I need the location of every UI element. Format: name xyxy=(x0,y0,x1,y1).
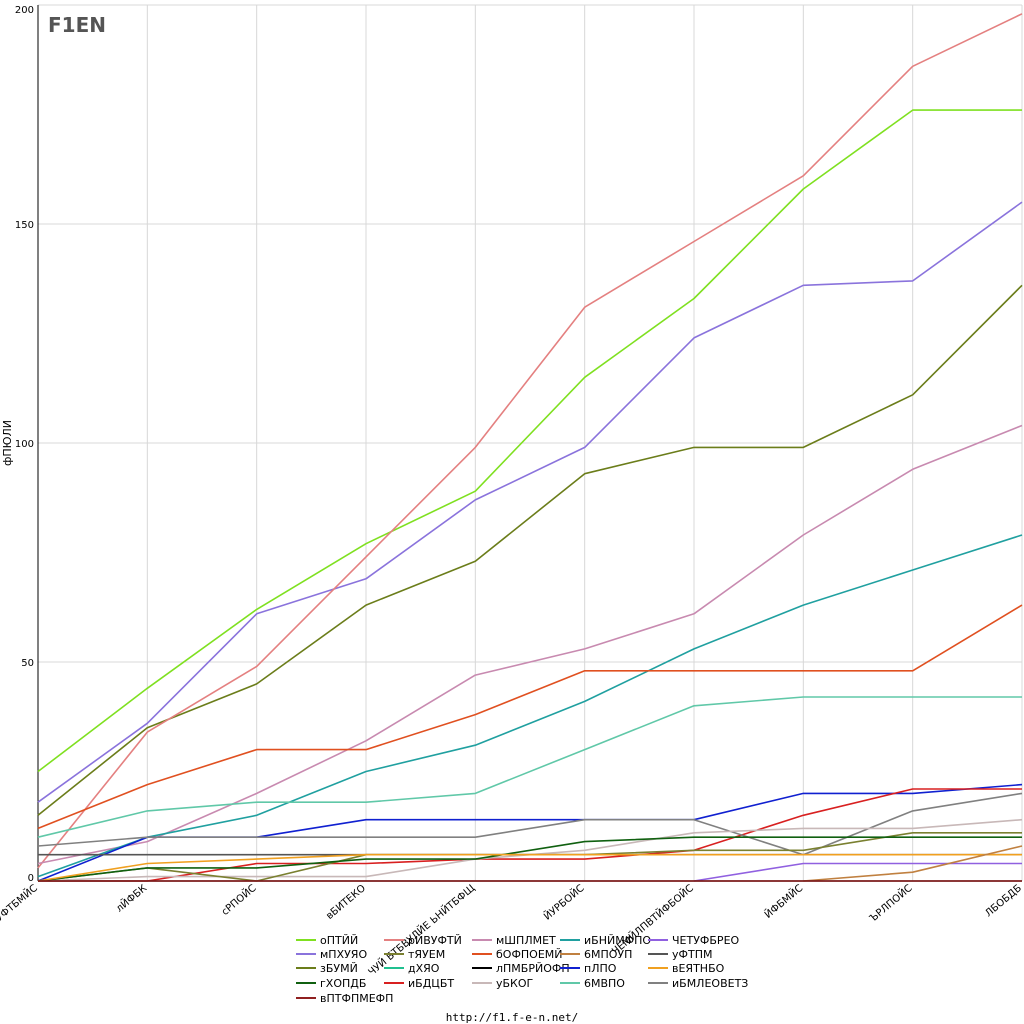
series-line xyxy=(37,696,1022,838)
legend-label: 6МПОУП xyxy=(584,948,632,961)
legend-label: ЧЕТУФБРЕО xyxy=(672,934,740,947)
legend-label: иБНЙМФПО xyxy=(584,934,651,947)
series-line xyxy=(37,836,1022,882)
y-tick-label: 150 xyxy=(15,220,34,231)
series-line xyxy=(37,604,1023,830)
legend-label: иБМЛЕОВЕТЗ xyxy=(672,977,748,990)
legend-label: иБДЦБТ xyxy=(408,977,454,990)
series-line xyxy=(37,424,1023,865)
y-tick-label: 0 xyxy=(28,873,34,884)
y-tick-label: 100 xyxy=(15,439,34,450)
legend-label: оПТЙЙ xyxy=(320,934,358,947)
series-lines xyxy=(37,13,1023,882)
legend-label: уФТПМ xyxy=(672,948,712,961)
legend-label: рЙВУФТЙ xyxy=(408,934,462,947)
legend-label: мШПЛМЕТ xyxy=(496,934,556,947)
legend-label: 6МВПО xyxy=(584,977,625,990)
series-line xyxy=(37,792,1023,856)
legend-label: бОФПОЕМЙ xyxy=(496,948,563,961)
footer-url[interactable]: http://f1.f-e-n.net/ xyxy=(446,1011,578,1024)
series-line xyxy=(37,13,1023,869)
y-tick-label: 200 xyxy=(15,5,34,16)
legend-label: дХЯО xyxy=(408,962,440,975)
series-line xyxy=(38,788,1022,882)
legend-label: тЯУЕМ xyxy=(408,948,445,961)
legend-label: лПМБРЙОФП xyxy=(496,962,570,975)
legend-label: пЛПО xyxy=(584,962,617,975)
series-line xyxy=(37,534,1023,878)
legend-label: уБКОГ xyxy=(496,977,534,990)
series-line xyxy=(803,845,1023,882)
series-line xyxy=(693,862,1022,882)
series-line xyxy=(37,201,1023,803)
legend-label: вЕЯТНБО xyxy=(672,962,725,975)
series-line xyxy=(37,109,1022,773)
legend-label: гХОПДБ xyxy=(320,977,366,990)
logo-text: F1EN xyxy=(48,13,106,37)
legend-label: зБУМЙ xyxy=(320,962,358,975)
y-axis-label: фПЮЛИ xyxy=(1,420,14,466)
y-tick-label: 50 xyxy=(21,658,34,669)
f1en-logo: F1EN xyxy=(48,10,106,37)
legend-label: мПХУЯО xyxy=(320,948,367,961)
series-line xyxy=(37,284,1023,816)
series-line xyxy=(37,853,1022,882)
y-tick-labels: 0 50 100 150 200 xyxy=(15,5,34,884)
legend-label: вПТФПМЕФП xyxy=(320,992,393,1005)
